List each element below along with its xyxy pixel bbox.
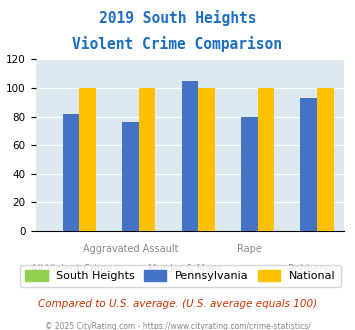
Text: © 2025 CityRating.com - https://www.cityrating.com/crime-statistics/: © 2025 CityRating.com - https://www.city… bbox=[45, 322, 310, 330]
Bar bbox=[63, 114, 80, 231]
Legend: South Heights, Pennsylvania, National: South Heights, Pennsylvania, National bbox=[20, 265, 341, 287]
Bar bbox=[80, 88, 96, 231]
Text: Murder & Mans...: Murder & Mans... bbox=[148, 264, 232, 274]
Bar bbox=[198, 88, 215, 231]
Bar bbox=[317, 88, 334, 231]
Bar bbox=[139, 88, 155, 231]
Bar bbox=[182, 81, 198, 231]
Text: All Violent Crime: All Violent Crime bbox=[31, 264, 112, 274]
Bar bbox=[300, 98, 317, 231]
Text: Violent Crime Comparison: Violent Crime Comparison bbox=[72, 36, 283, 52]
Bar bbox=[122, 122, 139, 231]
Text: Compared to U.S. average. (U.S. average equals 100): Compared to U.S. average. (U.S. average … bbox=[38, 299, 317, 309]
Text: Rape: Rape bbox=[237, 244, 262, 254]
Bar bbox=[241, 116, 258, 231]
Bar bbox=[258, 88, 274, 231]
Text: Aggravated Assault: Aggravated Assault bbox=[83, 244, 178, 254]
Text: Robbery: Robbery bbox=[288, 264, 329, 274]
Text: 2019 South Heights: 2019 South Heights bbox=[99, 10, 256, 26]
